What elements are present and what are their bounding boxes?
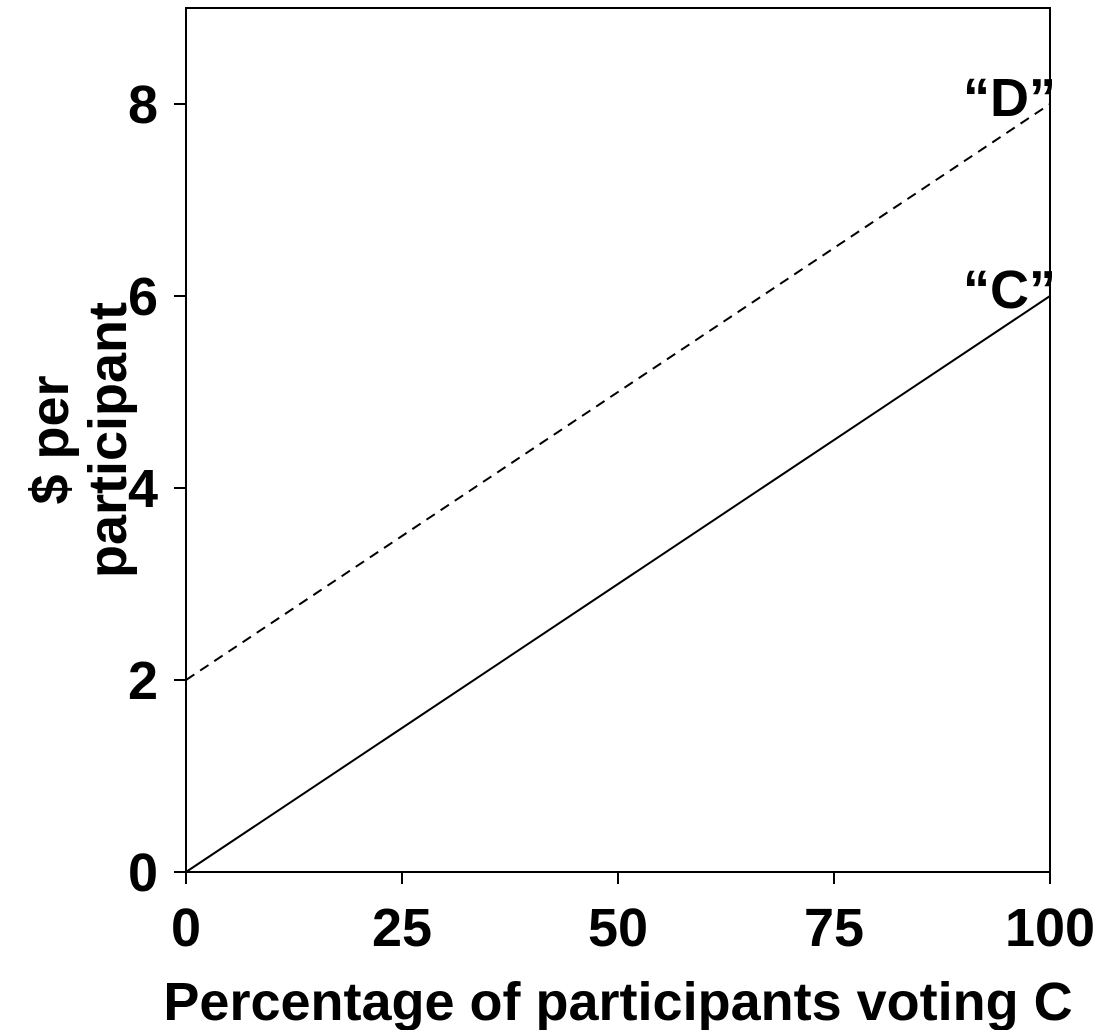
y-tick-label: 0 — [128, 843, 158, 903]
series-c-line — [185, 295, 1051, 873]
y-axis-label: $ per participant — [20, 302, 138, 578]
y-tick-label: 8 — [128, 75, 158, 135]
y-axis-label-line-1: $ per — [20, 375, 80, 504]
y-tick-label: 2 — [128, 651, 158, 711]
y-axis-label-line-2: participant — [78, 302, 138, 578]
y-tick-label: 6 — [128, 267, 158, 327]
x-tick-label: 100 — [1005, 898, 1095, 958]
x-tick-label: 50 — [588, 898, 648, 958]
series-lines — [185, 103, 1051, 873]
plot-frame — [185, 7, 1051, 873]
x-tick-label: 0 — [171, 898, 201, 958]
series-d-label: “D” — [963, 68, 1056, 128]
series-d-line — [185, 103, 1051, 681]
y-tick-label: 4 — [128, 459, 158, 519]
x-axis-ticks: 0 25 50 75 100 — [171, 872, 1095, 958]
x-tick-label: 75 — [804, 898, 864, 958]
x-tick-label: 25 — [372, 898, 432, 958]
y-axis-ticks: 0 2 4 6 8 — [128, 75, 186, 903]
x-axis-label: Percentage of participants voting C — [163, 972, 1072, 1030]
series-labels: “D” “C” — [963, 68, 1056, 320]
series-c-label: “C” — [963, 260, 1056, 320]
